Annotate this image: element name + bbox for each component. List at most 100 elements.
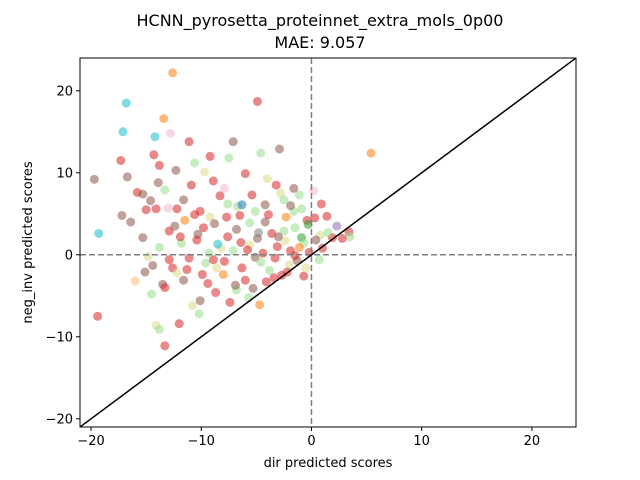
scatter-point	[184, 253, 194, 263]
scatter-point	[265, 265, 275, 275]
scatter-point	[290, 251, 300, 261]
scatter-point	[122, 172, 132, 182]
scatter-point	[219, 256, 229, 266]
scatter-point	[194, 309, 204, 319]
scatter-point	[345, 232, 355, 242]
scatter-point	[301, 263, 311, 273]
points-layer	[89, 68, 376, 351]
scatter-point	[269, 273, 279, 283]
scatter-point	[118, 127, 128, 137]
scatter-point	[150, 132, 160, 142]
identity-line	[80, 58, 576, 427]
scatter-point	[255, 300, 265, 310]
scatter-point	[160, 185, 170, 195]
scatter-point	[175, 232, 185, 242]
scatter-point	[230, 280, 240, 290]
scatter-point	[223, 232, 233, 242]
scatter-point	[154, 242, 164, 252]
scatter-point	[260, 217, 270, 227]
scatter-point	[263, 210, 273, 220]
scatter-point	[159, 114, 169, 124]
y-tick-label: 10	[56, 166, 73, 181]
scatter-point	[213, 239, 223, 249]
scatter-point	[212, 263, 222, 273]
scatter-point	[272, 242, 282, 252]
x-tick-label: 20	[524, 434, 541, 449]
scatter-point	[270, 253, 280, 263]
scatter-point	[186, 180, 196, 190]
scatter-point	[250, 206, 260, 216]
scatter-point	[262, 174, 272, 184]
scatter-point	[247, 190, 257, 200]
scatter-point	[198, 223, 208, 233]
scatter-point	[240, 169, 250, 179]
scatter-point	[209, 219, 219, 229]
scatter-point	[218, 269, 228, 279]
scatter-point	[184, 137, 194, 147]
scatter-point	[170, 221, 180, 231]
scatter-point	[311, 235, 321, 245]
scatter-point	[261, 277, 271, 287]
scatter-point	[140, 267, 150, 277]
scatter-point	[208, 255, 218, 265]
scatter-point	[244, 292, 254, 302]
scatter-point	[310, 213, 320, 223]
scatter-point	[252, 96, 262, 106]
scatter-point	[160, 341, 170, 351]
scatter-point	[211, 288, 221, 298]
scatter-point	[286, 201, 296, 211]
x-axis-label: dir predicted scores	[264, 456, 393, 471]
scatter-point	[260, 200, 270, 210]
scatter-point	[201, 258, 211, 268]
scatter-point	[164, 255, 174, 265]
scatter-point	[337, 233, 347, 243]
scatter-point	[215, 191, 225, 201]
scatter-point	[236, 238, 246, 247]
scatter-point	[280, 236, 290, 246]
scatter-point	[160, 283, 170, 293]
scatter-point	[219, 183, 229, 193]
scatter-point	[180, 215, 190, 225]
scatter-point	[254, 228, 264, 238]
scatter-point	[294, 190, 304, 200]
scatter-point	[276, 188, 286, 198]
x-tick-label: −10	[188, 434, 215, 449]
scatter-point	[297, 204, 307, 214]
scatter-point	[141, 205, 151, 215]
scatter-point	[168, 68, 178, 78]
scatter-point	[256, 257, 266, 267]
scatter-point	[163, 203, 173, 213]
scatter-point	[309, 186, 319, 196]
scatter-point	[284, 260, 294, 270]
chart-subtitle: MAE: 9.057	[274, 33, 366, 52]
scatter-point	[200, 167, 210, 177]
plot-frame	[79, 57, 577, 428]
y-tick-label: 20	[56, 84, 73, 99]
x-axis: −20 −10 0 10 20	[77, 427, 540, 449]
scatter-point	[179, 275, 189, 285]
scatter-point	[138, 189, 148, 199]
scatter-point	[94, 228, 104, 238]
scatter-point	[117, 210, 127, 220]
scatter-point	[171, 165, 181, 175]
scatter-point	[237, 200, 247, 210]
scatter-point	[222, 212, 232, 222]
scatter-point	[225, 297, 235, 307]
scatter-point	[172, 268, 182, 278]
scatter-point	[165, 128, 175, 138]
scatter-point	[172, 204, 182, 214]
y-axis-label: neg_inv predicted scores	[21, 161, 36, 323]
scatter-point	[271, 180, 281, 190]
y-tick-label: 0	[65, 248, 73, 263]
scatter-point	[146, 196, 156, 206]
scatter-point	[149, 150, 159, 160]
scatter-point	[228, 246, 238, 256]
scatter-point	[316, 199, 326, 209]
scatter-point	[203, 279, 213, 288]
scatter-point	[323, 228, 333, 238]
plot-area	[80, 58, 576, 427]
scatter-point	[224, 153, 234, 163]
scatter-point	[89, 174, 99, 184]
scatter-point	[190, 158, 200, 168]
scatter-point	[192, 235, 202, 245]
